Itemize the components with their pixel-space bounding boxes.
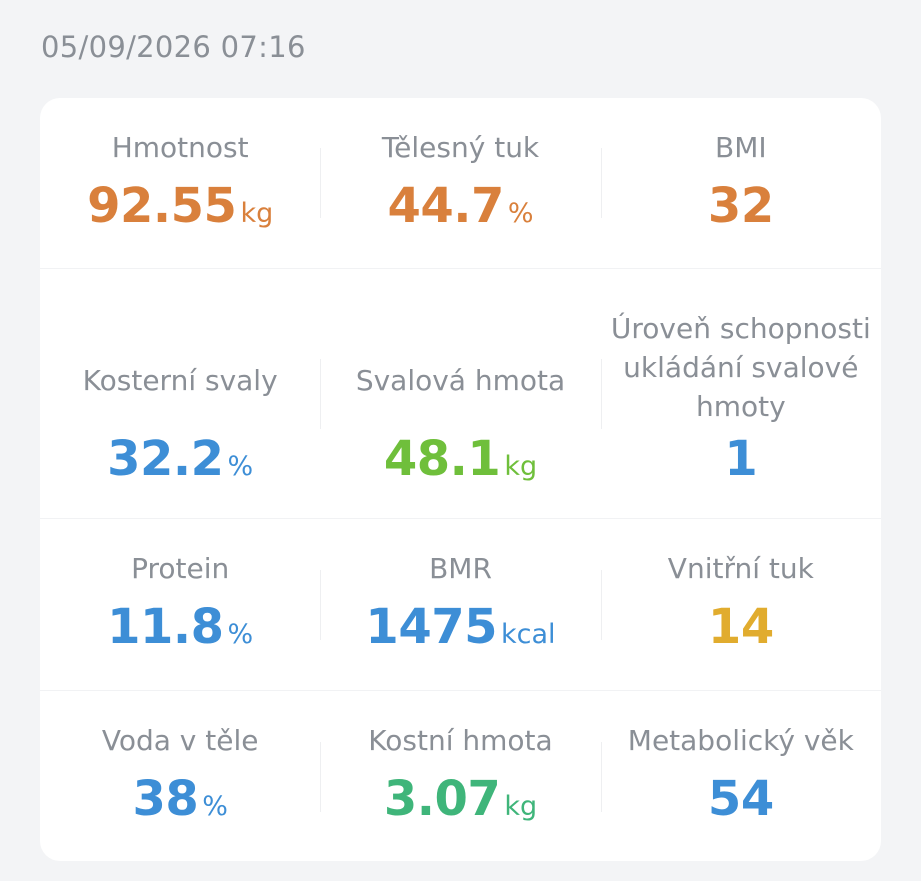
metric-unit: kcal — [501, 619, 556, 650]
metric-visceral-fat[interactable]: Vnitřní tuk 14 — [601, 519, 881, 691]
metric-label: Kosterní svaly — [82, 364, 278, 397]
metric-protein[interactable]: Protein 11.8% — [40, 519, 320, 691]
metric-label: Metabolický věk — [627, 724, 854, 757]
metric-label: Úroveň schopnosti ukládání svalové hmoty — [610, 312, 871, 423]
metric-value: 32.2 — [107, 431, 224, 487]
metric-value: 92.55 — [87, 178, 237, 234]
metric-body-water[interactable]: Voda v těle 38% — [40, 691, 320, 862]
metric-label: Protein — [131, 552, 230, 585]
metric-label: Svalová hmota — [355, 364, 566, 397]
metric-metabolic-age[interactable]: Metabolický věk 54 — [601, 691, 881, 862]
metric-value: 54 — [707, 771, 774, 827]
body-composition-card: Hmotnost 92.55 kg Tělesný tuk 44.7% BMI 3… — [40, 98, 881, 861]
metrics-row: Hmotnost 92.55 kg Tělesný tuk 44.7% BMI 3… — [40, 98, 881, 268]
metric-unit: kg — [504, 791, 538, 822]
metric-label: Tělesný tuk — [381, 131, 540, 164]
metric-unit: % — [507, 198, 534, 229]
metric-bone-mass[interactable]: Kostní hmota 3.07 kg — [320, 691, 600, 862]
metrics-row: Protein 11.8% BMR 1475 kcal Vnitřní tuk 1… — [40, 518, 881, 691]
metric-label: Vnitřní tuk — [667, 552, 814, 585]
metric-weight[interactable]: Hmotnost 92.55 kg — [40, 98, 320, 268]
metric-bmr[interactable]: BMR 1475 kcal — [320, 519, 600, 691]
metric-value: 38 — [132, 771, 199, 827]
metric-label: Voda v těle — [101, 724, 259, 757]
metrics-row: Kosterní svaly 32.2% Svalová hmota 48.1 k… — [40, 268, 881, 519]
metric-value: 1 — [724, 431, 758, 487]
metric-label: Kostní hmota — [368, 724, 553, 757]
metric-value: 44.7 — [387, 178, 504, 234]
metric-unit: kg — [504, 451, 538, 482]
metric-label: Hmotnost — [111, 131, 249, 164]
measurement-timestamp: 05/09/2026 07:16 — [41, 30, 306, 64]
metric-value: 32 — [707, 178, 774, 234]
metric-unit: kg — [240, 198, 274, 229]
metric-label: BMI — [715, 131, 767, 164]
metric-bmi[interactable]: BMI 32 — [601, 98, 881, 268]
metric-value: 3.07 — [383, 771, 501, 827]
metric-value: 1475 — [365, 599, 498, 655]
metric-value: 11.8 — [107, 599, 224, 655]
metric-unit: % — [202, 791, 228, 822]
metric-label: BMR — [429, 552, 492, 585]
metric-body-fat[interactable]: Tělesný tuk 44.7% — [320, 98, 600, 268]
metrics-row: Voda v těle 38% Kostní hmota 3.07 kg Meta… — [40, 690, 881, 862]
metric-unit: % — [227, 619, 254, 650]
metric-muscle-mass[interactable]: Svalová hmota 48.1 kg — [320, 269, 600, 519]
metric-value: 48.1 — [383, 431, 501, 487]
metric-unit: % — [227, 451, 254, 482]
metric-skeletal-muscle[interactable]: Kosterní svaly 32.2% — [40, 269, 320, 519]
metric-muscle-storage-level[interactable]: Úroveň schopnosti ukládání svalové hmoty… — [601, 269, 881, 519]
metric-value: 14 — [707, 599, 774, 655]
